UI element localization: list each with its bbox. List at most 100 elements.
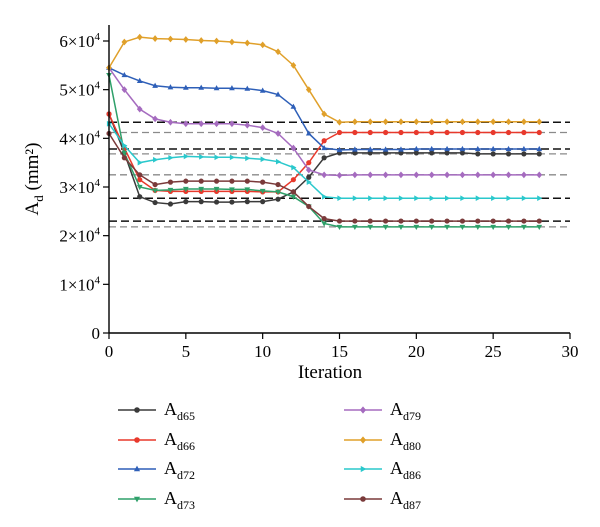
data-point-d72-16: [352, 146, 358, 152]
y-tick-label-50000: 5×104: [59, 80, 100, 100]
data-point-d87-15: [336, 218, 343, 224]
data-point-d65-27: [521, 151, 527, 157]
data-point-d79-2: [136, 105, 143, 113]
data-point-d80-28: [536, 118, 543, 126]
data-point-d65-14: [321, 155, 327, 161]
data-point-d79-4: [167, 118, 174, 126]
data-point-d72-11: [275, 91, 281, 97]
data-point-d73-6: [198, 186, 205, 193]
data-point-d65-13: [306, 174, 312, 180]
data-point-d79-15: [336, 171, 343, 179]
data-point-d72-8: [229, 85, 235, 91]
data-point-d72-1: [121, 71, 128, 78]
data-point-d65-6: [198, 199, 204, 205]
data-point-d79-1: [121, 86, 128, 94]
data-point-d79-19: [398, 171, 404, 179]
data-point-d86-6: [199, 153, 205, 160]
y-axis-title-unit: (mm²): [22, 143, 43, 196]
data-point-d65-19: [398, 150, 404, 156]
data-point-d80-9: [244, 39, 251, 47]
y-tick-label-60000: 6×104: [59, 31, 100, 51]
series-d79: [106, 64, 543, 179]
series-line-d80: [108, 36, 540, 124]
x-tick-label-30: 30: [562, 342, 579, 361]
data-point-d79-13: [305, 166, 312, 174]
data-point-d79-5: [182, 120, 189, 128]
data-point-d72-28: [536, 145, 543, 152]
data-point-d86-4: [168, 154, 174, 161]
data-point-d86-20: [414, 195, 420, 202]
data-point-d87-22: [444, 218, 450, 224]
data-point-d73-3: [152, 188, 158, 194]
data-point-d73-25: [490, 224, 497, 231]
data-point-d87-23: [459, 218, 466, 224]
data-point-d86-18: [383, 195, 389, 202]
data-point-d79-16: [352, 171, 358, 179]
data-point-d65-18: [383, 150, 389, 156]
data-point-d79-28: [536, 171, 543, 179]
data-point-d87-4: [167, 179, 174, 185]
data-point-d87-20: [413, 218, 419, 224]
data-point-d87-7: [213, 178, 220, 184]
data-point-d72-19: [398, 146, 404, 152]
legend-label-d66: Ad66: [164, 429, 195, 453]
series-line-d86: [108, 123, 540, 199]
series-d87: [106, 130, 542, 224]
data-point-d66-16: [352, 129, 358, 136]
data-point-d73-14: [321, 221, 327, 227]
data-point-d79-23: [459, 171, 466, 179]
data-point-d72-24: [474, 145, 481, 152]
data-point-d80-21: [428, 118, 435, 126]
data-point-d65-21: [429, 150, 435, 156]
data-point-d86-2: [137, 159, 143, 166]
data-point-d80-24: [474, 118, 481, 126]
data-point-d79-24: [474, 171, 481, 179]
data-point-d65-5: [183, 199, 189, 205]
data-point-d65-11: [275, 196, 281, 202]
data-point-d87-1: [121, 155, 127, 161]
data-point-d86-13: [306, 179, 312, 185]
legend-marker-d65: [134, 407, 140, 413]
data-point-d80-3: [152, 35, 158, 42]
x-tick-label-25: 25: [485, 342, 502, 361]
legend-item-d65: Ad65: [118, 399, 195, 423]
data-point-d87-9: [244, 178, 250, 184]
data-point-d87-27: [521, 218, 527, 224]
legend-item-d87: Ad87: [344, 488, 421, 512]
data-point-d79-20: [413, 171, 420, 179]
data-point-d86-19: [398, 195, 405, 202]
data-point-d65-8: [229, 199, 235, 205]
data-point-d72-18: [382, 146, 389, 152]
data-point-d80-10: [259, 41, 266, 49]
x-tick-label-5: 5: [182, 342, 191, 361]
data-point-d79-27: [521, 171, 527, 179]
data-point-d73-5: [182, 186, 189, 193]
data-point-d80-13: [305, 86, 312, 94]
data-point-d73-20: [413, 224, 420, 231]
x-tick-label-15: 15: [331, 342, 348, 361]
data-point-d79-12: [290, 144, 297, 152]
data-point-d80-12: [290, 61, 297, 69]
data-point-d65-26: [505, 151, 512, 157]
data-point-d79-10: [259, 124, 266, 132]
data-point-d79-26: [505, 171, 512, 179]
data-point-d73-22: [444, 224, 450, 231]
data-point-d66-27: [521, 129, 527, 136]
data-point-d72-20: [413, 145, 420, 152]
legend-marker-d86: [360, 465, 367, 473]
data-point-d65-4: [167, 201, 174, 207]
data-point-d65-2: [137, 194, 143, 200]
data-point-d72-26: [505, 145, 512, 152]
data-point-d80-7: [213, 37, 220, 45]
data-point-d66-26: [505, 129, 512, 136]
data-point-d72-21: [428, 145, 435, 152]
data-point-d79-21: [428, 171, 435, 179]
legend-label-d79: Ad79: [390, 399, 421, 423]
data-point-d86-25: [491, 195, 497, 202]
data-point-d66-13: [306, 160, 312, 166]
data-point-d72-17: [367, 146, 374, 152]
data-point-d87-17: [367, 218, 373, 224]
data-point-d86-26: [506, 195, 512, 202]
data-point-d73-12: [290, 194, 297, 200]
